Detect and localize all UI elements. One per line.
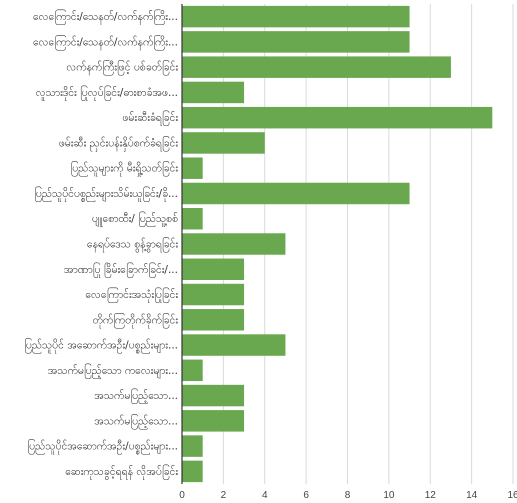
bar [182,208,203,230]
bar [182,334,286,356]
category-label: ဆေးကုသခွင့်ရရန် လိုအပ်ခြင်း [65,464,178,480]
x-tick-label: 0 [179,490,185,501]
bar [182,132,265,154]
category-label: လေကြောင်း/သေနတ်/လက်နက်ကြိး... [33,34,178,50]
category-label: လူသားဒိုင်း ပြုလုပ်ခြင်း/ဓားစာခံအဖ... [36,85,178,101]
x-tick-label: 8 [345,490,351,501]
x-tick-label: 12 [425,490,437,501]
category-label: နေရပ်ဒေသ စွန့်ခွာရခြင်း [87,237,178,253]
bar [182,283,245,306]
x-tick-label: 14 [466,490,478,501]
category-label: အသက်မပြည့်သော... [94,413,178,429]
bar [182,233,286,255]
bar [182,258,245,280]
bar [182,31,410,53]
bar [182,435,203,457]
x-tick-label: 6 [303,490,309,501]
bar [182,359,203,382]
category-label: ဖမ်းဆီး ညှင်းပန်းနှိပ်စက်ခံရခြင်း [59,135,179,151]
x-tick-label: 2 [221,490,227,501]
category-label: ပျူစောထီး/ ပြည်သူ့စစ် [92,211,178,227]
category-label: အသက်မပြည့်သော... [94,388,178,404]
category-label: လက်နက်ကြီးဖြင့် ပစ်ခတ်ခြင်း [66,60,178,76]
category-label: ပြည်သူများကို မီးရှို့သတ်ခြင်း [70,161,178,177]
bar [182,157,203,179]
bar [182,81,245,104]
bar [182,5,410,28]
bar [182,182,410,205]
bar [182,309,245,331]
x-tick-label: 16 [507,490,517,501]
category-label: လေကြောင်းအသုံးပြုခြင်း [85,287,178,303]
category-label: ဖမ်းဆီးခံရခြင်း [122,110,178,126]
category-label: ပြည်သူပိုင်ပစ္စည်းများသိမ်းယူခြင်း/ခို..… [34,186,178,202]
bar [182,410,245,432]
category-label: ပြည်သူပိုင်အဆောက်အဦး/ပစ္စည်းများ... [27,439,178,455]
category-label: လေကြောင်း/သေနတ်/လက်နက်ကြိး... [33,9,178,25]
bar [182,384,245,407]
bar [182,460,203,483]
category-label: အာဏာပြု ခြိမ်းခြောက်ခြင်း/... [64,262,178,278]
category-label: အသက်မပြည့်သော ကလေးများ... [48,363,178,379]
x-tick-label: 4 [262,490,268,501]
category-label: တိုက်ကြတိုက်ခိုက်ခြင်း [93,312,179,328]
bar [182,56,451,78]
x-tick-label: 10 [383,490,395,501]
bar [182,106,493,129]
category-label: ပြည်သူပိုင် အဆောက်အဦး/ပစ္စည်းများ... [24,338,178,354]
